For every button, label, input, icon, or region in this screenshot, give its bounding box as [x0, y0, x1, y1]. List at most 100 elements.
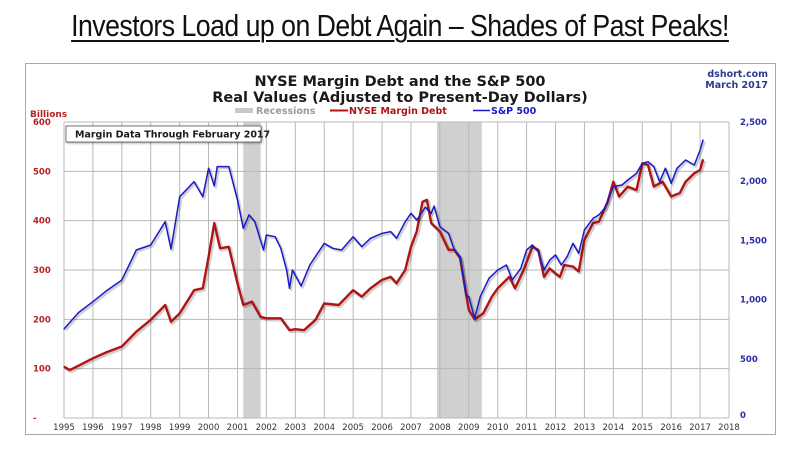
data-point-s-p-500 — [92, 301, 94, 303]
annotation-box: Margin Data Through February 2017 — [65, 125, 270, 143]
data-point-s-p-500 — [248, 214, 250, 216]
data-point-s-p-500 — [340, 249, 343, 251]
data-point-s-p-500 — [511, 279, 513, 281]
data-point-nyse-margin-debt — [416, 230, 418, 233]
data-point-s-p-500 — [543, 269, 545, 271]
data-point-s-p-500 — [164, 221, 166, 223]
series-line-s-p-500 — [63, 139, 704, 330]
data-point-s-p-500 — [453, 249, 455, 251]
data-point-nyse-margin-debt — [473, 318, 476, 320]
annotation-frame — [65, 125, 262, 143]
x-axis-tick-label: 2010 — [487, 423, 509, 433]
data-point-s-p-500 — [280, 247, 282, 249]
data-point-nyse-margin-debt — [685, 181, 687, 183]
data-point-s-p-500 — [274, 236, 276, 238]
data-point-s-p-500 — [433, 205, 435, 207]
data-point-nyse-margin-debt — [572, 265, 574, 268]
chart-frame — [25, 63, 776, 435]
data-point-nyse-margin-debt — [236, 282, 239, 284]
x-axis-tick-label: 2004 — [313, 423, 335, 433]
data-point-nyse-margin-debt — [381, 279, 383, 281]
annotation-text: Margin Data Through February 2017 — [75, 130, 270, 141]
data-point-nyse-margin-debt — [314, 319, 317, 321]
data-point-nyse-margin-debt — [497, 287, 499, 289]
data-point-s-p-500 — [664, 167, 666, 169]
data-point-nyse-margin-debt — [693, 172, 695, 174]
data-point-nyse-margin-debt — [106, 351, 108, 353]
data-point-nyse-margin-debt — [447, 249, 450, 251]
data-point-s-p-500 — [488, 277, 490, 279]
source-label: dshort.com — [707, 69, 768, 80]
data-point-nyse-margin-debt — [228, 246, 230, 248]
data-point-s-p-500 — [627, 179, 629, 181]
data-point-s-p-500 — [193, 181, 195, 183]
data-point-nyse-margin-debt — [618, 195, 620, 198]
legend-label-margin-debt: NYSE Margin Debt — [349, 106, 447, 117]
x-axis-tick-label: 2014 — [603, 423, 625, 433]
data-point-nyse-margin-debt — [303, 329, 305, 331]
data-point-s-p-500 — [323, 242, 325, 244]
data-point-s-p-500 — [647, 161, 649, 163]
data-point-nyse-margin-debt — [426, 199, 428, 201]
data-point-s-p-500 — [77, 312, 80, 314]
left-axis-tick-label: 500 — [33, 167, 51, 177]
data-point-nyse-margin-debt — [69, 369, 71, 371]
data-point-nyse-margin-debt — [135, 331, 137, 333]
data-point-nyse-margin-debt — [491, 296, 493, 298]
data-point-s-p-500 — [395, 237, 398, 239]
data-point-s-p-500 — [381, 232, 383, 234]
data-point-s-p-500 — [659, 181, 661, 183]
data-point-s-p-500 — [641, 162, 643, 164]
data-point-nyse-margin-debt — [193, 289, 195, 291]
source-date: March 2017 — [705, 80, 768, 91]
data-point-nyse-margin-debt — [288, 329, 291, 331]
legend: Recessions NYSE Margin Debt S&P 500 — [235, 106, 537, 117]
data-point-nyse-margin-debt — [554, 272, 557, 275]
data-point-s-p-500 — [549, 259, 551, 261]
data-point-s-p-500 — [404, 221, 406, 223]
x-axis-tick-label: 1998 — [140, 423, 162, 433]
x-axis-tick-label: 1996 — [82, 423, 104, 433]
x-axis-tick-label: 2013 — [574, 423, 596, 433]
data-point-s-p-500 — [670, 182, 672, 184]
data-point-s-p-500 — [537, 251, 539, 253]
data-point-nyse-margin-debt — [390, 276, 392, 278]
data-point-s-p-500 — [309, 264, 311, 266]
right-axis-ticks: 0 500 1,000 1,500 2,000 2,500 — [740, 118, 767, 421]
data-point-nyse-margin-debt — [647, 164, 649, 166]
data-point-s-p-500 — [135, 249, 137, 251]
x-axis-tick-label: 1999 — [169, 423, 191, 433]
data-point-nyse-margin-debt — [410, 246, 412, 248]
series-line-nyse-margin-debt — [63, 159, 705, 372]
data-point-s-p-500 — [566, 256, 568, 258]
legend-label-recessions: Recessions — [256, 106, 316, 117]
x-axis-tick-label: 2017 — [689, 423, 711, 433]
data-point-s-p-500 — [459, 256, 461, 258]
x-axis-tick-label: 2012 — [545, 423, 567, 433]
data-point-nyse-margin-debt — [265, 317, 267, 319]
data-point-nyse-margin-debt — [699, 169, 701, 171]
data-point-s-p-500 — [479, 296, 481, 298]
x-axis-tick-label: 2003 — [284, 423, 306, 433]
data-point-nyse-margin-debt — [661, 181, 664, 183]
data-point-s-p-500 — [583, 229, 586, 231]
x-axis-tick-label: 2002 — [256, 423, 278, 433]
data-point-nyse-margin-debt — [213, 222, 215, 224]
headline: Investors Load up on Debt Again – Shades… — [71, 8, 729, 43]
left-axis-tick-label: - — [33, 414, 37, 424]
data-point-s-p-500 — [254, 221, 256, 223]
data-point-nyse-margin-debt — [260, 316, 262, 318]
data-point-nyse-margin-debt — [170, 321, 172, 323]
data-point-nyse-margin-debt — [207, 256, 210, 258]
legend-label-sp500: S&P 500 — [491, 106, 537, 117]
left-axis-label: Billions — [30, 110, 67, 120]
data-point-nyse-margin-debt — [531, 246, 533, 248]
data-point-nyse-margin-debt — [179, 312, 181, 315]
data-point-s-p-500 — [332, 247, 334, 249]
data-point-s-p-500 — [702, 139, 704, 141]
x-axis-tick-label: 2005 — [342, 423, 364, 433]
data-point-nyse-margin-debt — [242, 304, 244, 306]
data-point-nyse-margin-debt — [421, 201, 424, 203]
right-axis-tick-label: 500 — [740, 355, 758, 365]
data-point-nyse-margin-debt — [164, 304, 166, 306]
